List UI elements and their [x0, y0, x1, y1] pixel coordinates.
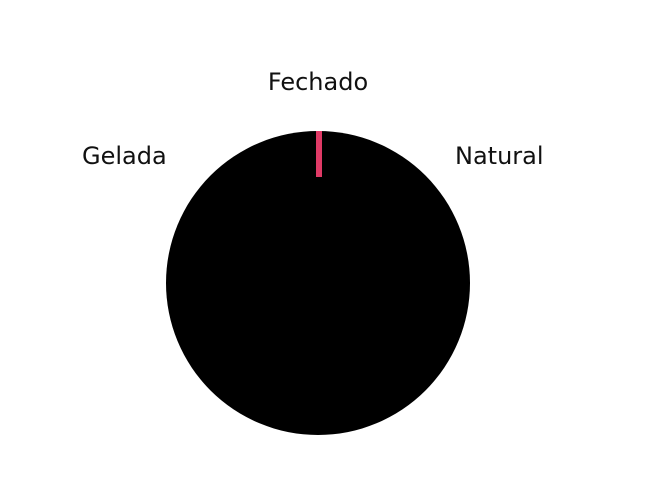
option-label-fechado[interactable]: Fechado	[267, 68, 369, 96]
dial-indicator[interactable]	[316, 131, 322, 177]
option-label-gelada[interactable]: Gelada	[82, 142, 167, 170]
dial-face[interactable]	[166, 131, 470, 435]
option-label-natural[interactable]: Natural	[455, 142, 544, 170]
